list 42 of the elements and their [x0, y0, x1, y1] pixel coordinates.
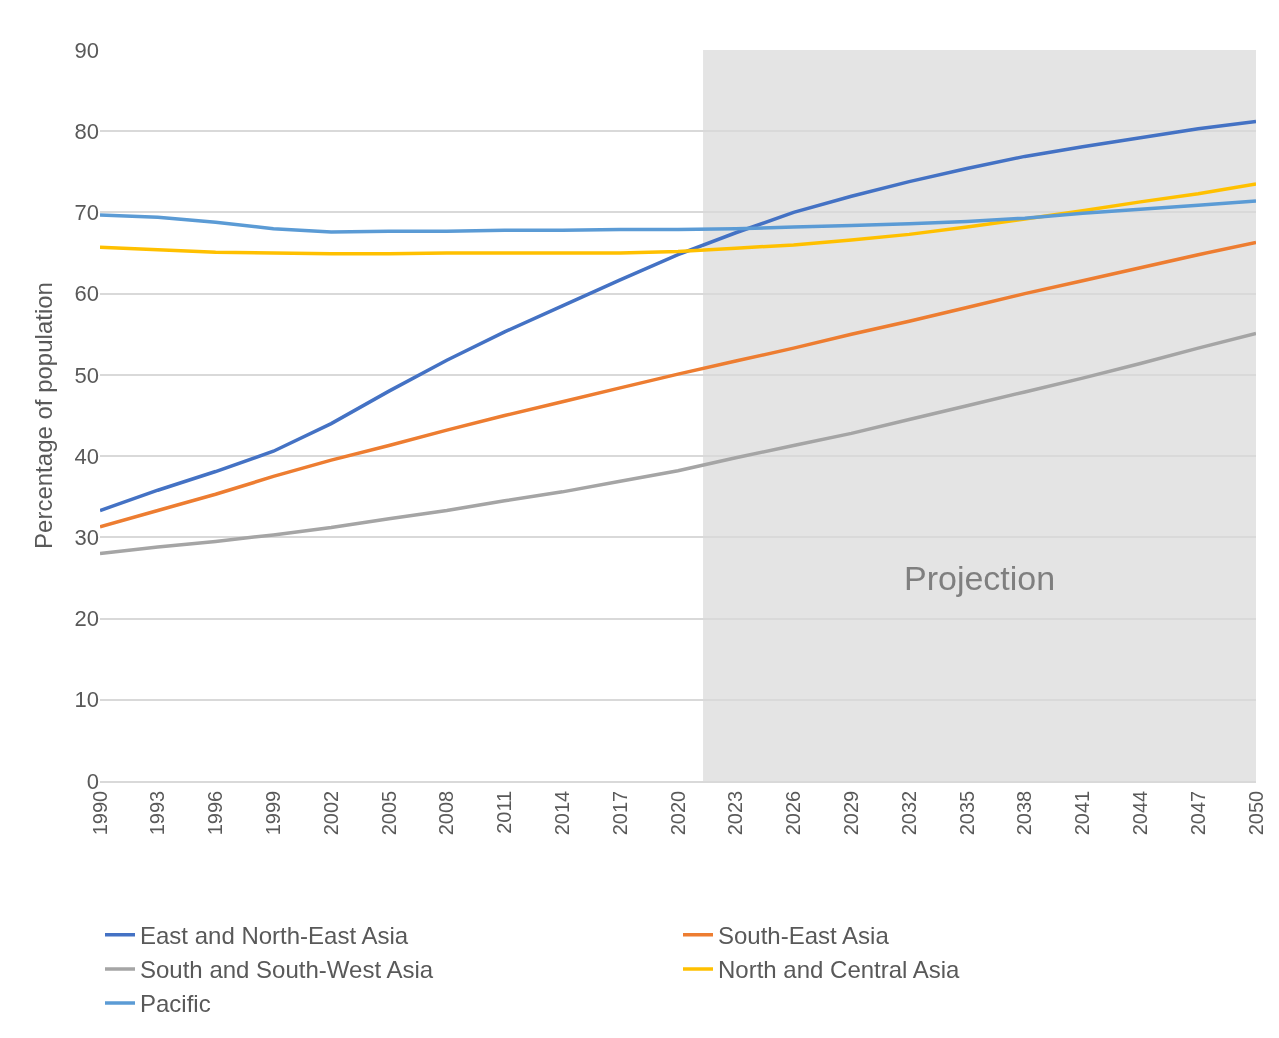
x-tick-label: 2017 [608, 790, 631, 836]
x-tick-label: 2002 [319, 790, 342, 836]
y-tick-label: 30 [74, 525, 99, 551]
legend-label: South-East Asia [718, 922, 890, 950]
line-series [100, 331, 1256, 556]
x-tick-label: 2047 [1186, 790, 1209, 836]
y-tick-label: 70 [74, 200, 99, 226]
line-series [100, 240, 1256, 529]
x-tick-label: 2029 [839, 790, 862, 836]
x-tick-label: 2041 [1071, 790, 1094, 836]
x-tick-label: 1990 [88, 790, 111, 836]
x-tick-label: 2038 [1013, 790, 1036, 836]
x-tick-label: 2026 [782, 790, 805, 836]
line-series [100, 199, 1256, 234]
x-tick-label: 2032 [897, 790, 920, 836]
y-axis-title: Percentage of population [29, 282, 57, 549]
legend-label: Pacific [140, 990, 211, 1018]
x-tick-label: 2008 [435, 790, 458, 836]
x-tick-label: 2011 [493, 790, 516, 834]
legend-label: East and North-East Asia [140, 922, 409, 950]
line-series [100, 119, 1256, 513]
y-tick-label: 60 [74, 281, 99, 307]
x-tick-label: 2035 [955, 790, 978, 836]
x-tick-label: 1993 [146, 790, 169, 836]
y-tick-label: 10 [74, 687, 99, 713]
x-tick-label: 1999 [261, 790, 284, 836]
x-tick-label: 2023 [724, 790, 747, 836]
x-tick-label: 2014 [550, 790, 573, 836]
legend-label: South and South-West Asia [140, 956, 434, 984]
y-tick-label: 40 [74, 443, 99, 469]
x-tick-label: 2005 [377, 790, 400, 836]
legend-label: North and Central Asia [718, 956, 961, 984]
line-series [100, 182, 1256, 256]
y-tick-label: 90 [74, 37, 99, 63]
x-tick-label: 1996 [204, 790, 227, 836]
y-tick-label: 20 [74, 606, 99, 632]
y-tick-label: 80 [74, 118, 99, 144]
x-tick-label: 2044 [1128, 790, 1151, 836]
x-tick-label: 2050 [1244, 790, 1267, 836]
y-tick-label: 50 [74, 362, 99, 388]
x-tick-label: 2020 [666, 790, 689, 836]
band-label: Projection [904, 559, 1056, 597]
